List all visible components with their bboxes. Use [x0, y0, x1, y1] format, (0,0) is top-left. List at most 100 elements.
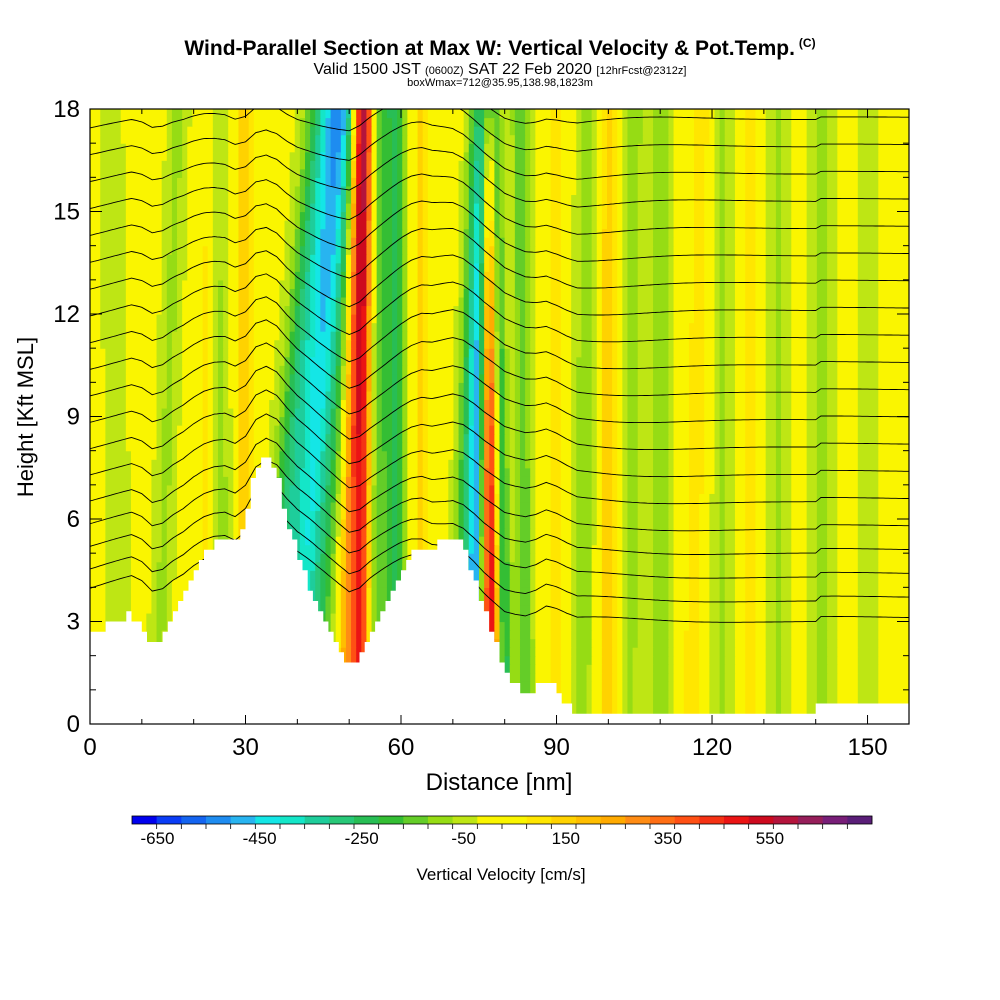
- field-cell: [202, 519, 209, 529]
- field-cell: [699, 553, 710, 563]
- field-cell: [494, 271, 501, 281]
- field-cell: [719, 698, 726, 708]
- field-cell: [422, 544, 429, 554]
- field-cell: [381, 296, 393, 307]
- field-cell: [299, 544, 316, 554]
- field-cell: [601, 595, 613, 606]
- field-cell: [560, 296, 572, 307]
- field-cell: [765, 450, 777, 460]
- field-cell: [535, 621, 552, 631]
- field-cell: [90, 382, 106, 392]
- field-cell: [484, 339, 490, 349]
- field-cell: [356, 519, 362, 529]
- field-cell: [238, 501, 250, 512]
- field-cell: [397, 356, 403, 366]
- field-cell: [304, 356, 311, 366]
- field-cell: [325, 390, 332, 401]
- field-cell: [857, 407, 879, 418]
- field-cell: [653, 348, 670, 358]
- field-cell: [453, 399, 460, 409]
- field-cell: [571, 279, 582, 289]
- field-cell: [289, 365, 296, 375]
- field-cell: [366, 433, 373, 443]
- field-cell: [673, 356, 690, 366]
- field-cell: [775, 271, 782, 281]
- field-cell: [612, 425, 618, 435]
- field-cell: [560, 655, 572, 665]
- field-cell: [673, 382, 690, 392]
- field-cell: [489, 519, 495, 529]
- field-cell: [617, 450, 623, 460]
- field-cell: [612, 399, 618, 409]
- field-cell: [330, 561, 337, 571]
- field-cell: [550, 262, 562, 272]
- field-cell: [781, 390, 792, 401]
- field-cell: [612, 519, 618, 529]
- field-cell: [453, 450, 460, 460]
- field-cell: [161, 510, 168, 520]
- field-cell: [345, 519, 352, 529]
- field-cell: [755, 527, 767, 537]
- field-cell: [781, 672, 792, 682]
- field-cell: [177, 467, 204, 477]
- field-cell: [673, 570, 690, 580]
- field-cell: [468, 544, 475, 554]
- field-cell: [494, 527, 501, 537]
- field-cell: [734, 501, 746, 512]
- field-cell: [514, 356, 521, 366]
- field-cell: [417, 476, 424, 486]
- field-cell: [724, 314, 736, 324]
- field-cell: [340, 544, 347, 554]
- field-cell: [427, 356, 455, 366]
- field-cell: [714, 476, 721, 486]
- field-cell: [463, 262, 470, 272]
- field-cell: [310, 296, 316, 307]
- field-cell: [878, 296, 909, 307]
- field-cell: [294, 262, 301, 272]
- field-cell: [187, 262, 204, 272]
- field-cell: [704, 459, 716, 469]
- field-cell: [601, 450, 613, 460]
- field-cell: [320, 578, 327, 588]
- field-cell: [668, 296, 675, 307]
- field-cell: [320, 501, 327, 512]
- field-cell: [284, 348, 291, 358]
- field-cell: [878, 536, 909, 546]
- field-cell: [335, 527, 342, 537]
- field-cell: [484, 407, 490, 418]
- field-cell: [417, 527, 424, 537]
- field-cell: [223, 296, 229, 307]
- field-cell: [781, 296, 792, 307]
- field-cell: [509, 638, 521, 648]
- field-cell: [734, 587, 746, 597]
- field-cell: [673, 459, 690, 469]
- field-cell: [105, 407, 127, 418]
- field-cell: [724, 655, 736, 665]
- field-cell: [688, 621, 700, 631]
- field-cell: [284, 407, 291, 418]
- field-cell: [463, 433, 470, 443]
- field-cell: [376, 467, 388, 477]
- field-cell: [509, 433, 516, 443]
- field-cell: [468, 390, 475, 401]
- field-cell: [857, 296, 879, 307]
- field-cell: [156, 348, 168, 358]
- field-cell: [504, 638, 511, 648]
- field-cell: [494, 570, 501, 580]
- field-cell: [668, 271, 675, 281]
- field-cell: [827, 630, 838, 640]
- field-cell: [381, 416, 393, 426]
- field-cell: [560, 416, 572, 426]
- field-cell: [458, 459, 465, 469]
- field-cell: [627, 587, 639, 597]
- field-cell: [90, 501, 106, 512]
- field-cell: [857, 459, 879, 469]
- field-cell: [530, 356, 536, 366]
- field-cell: [596, 356, 603, 366]
- field-cell: [612, 314, 618, 324]
- field-cell: [177, 527, 204, 537]
- field-cell: [289, 373, 296, 383]
- field-cell: [504, 279, 516, 289]
- field-cell: [407, 527, 419, 537]
- field-cell: [688, 365, 705, 375]
